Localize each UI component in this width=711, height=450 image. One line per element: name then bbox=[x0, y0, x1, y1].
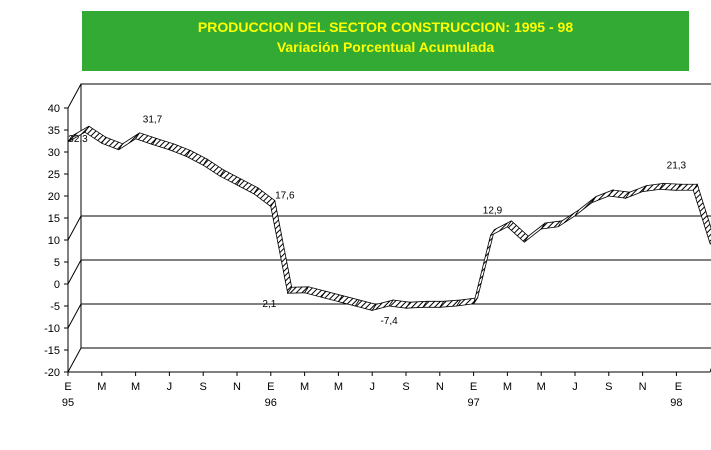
data-label: -7,4 bbox=[380, 316, 398, 327]
line-segment bbox=[118, 132, 140, 151]
x-year-label: 97 bbox=[467, 397, 479, 409]
y-tick-label: 10 bbox=[48, 235, 60, 247]
x-month-label: S bbox=[200, 381, 207, 393]
x-month-label: M bbox=[131, 381, 140, 393]
y-tick-label: 25 bbox=[48, 169, 60, 181]
y-tick-label: 40 bbox=[48, 103, 60, 115]
x-month-label: M bbox=[503, 381, 512, 393]
left-wall-top-edge bbox=[67, 83, 82, 109]
gridline-side bbox=[67, 259, 82, 285]
y-tick-label: 35 bbox=[48, 125, 60, 137]
x-month-label: J bbox=[369, 381, 375, 393]
data-series-ribbon bbox=[67, 125, 711, 312]
x-month-label: S bbox=[402, 381, 409, 393]
line-segment bbox=[270, 199, 293, 295]
y-tick-label: 0 bbox=[54, 279, 60, 291]
y-tick-label: 5 bbox=[54, 257, 60, 269]
y-tick-label: -5 bbox=[50, 301, 60, 313]
x-axis: E M M J S N E M M J S N E M M J S N E 95 96 97 98 bbox=[62, 372, 683, 409]
x-month-label: M bbox=[300, 381, 309, 393]
data-label: -2,1 bbox=[259, 299, 277, 310]
data-label: 21,3 bbox=[667, 160, 687, 171]
x-month-label: S bbox=[605, 381, 612, 393]
y-tick-label: -15 bbox=[44, 345, 60, 357]
x-month-label: J bbox=[167, 381, 173, 393]
x-month-label: E bbox=[64, 381, 71, 393]
data-label: 17,6 bbox=[275, 191, 295, 202]
line-segment bbox=[236, 178, 259, 195]
y-tick-label: -20 bbox=[44, 367, 60, 379]
x-month-label: J bbox=[572, 381, 578, 393]
x-month-label: N bbox=[436, 381, 444, 393]
line-segment bbox=[574, 196, 597, 217]
y-axis: 40 35 30 25 20 15 10 5 0 -5 -10 -15 -20 bbox=[44, 103, 68, 379]
line-segment bbox=[202, 158, 225, 177]
chart-title-banner: PRODUCCION DEL SECTOR CONSTRUCCION: 1995… bbox=[82, 11, 689, 71]
x-month-label: E bbox=[470, 381, 477, 393]
x-year-label: 96 bbox=[265, 397, 277, 409]
left-wall-bottom-edge bbox=[67, 347, 82, 373]
line-segment bbox=[84, 125, 107, 144]
line-segment bbox=[523, 222, 546, 243]
line-segment bbox=[557, 209, 580, 228]
line-segment bbox=[490, 220, 512, 236]
x-year-label: 98 bbox=[670, 397, 682, 409]
line-segment bbox=[185, 149, 208, 166]
y-tick-label: 15 bbox=[48, 213, 60, 225]
x-month-label: E bbox=[267, 381, 274, 393]
line-segment bbox=[473, 229, 495, 305]
x-month-label: M bbox=[537, 381, 546, 393]
chart-title: PRODUCCION DEL SECTOR CONSTRUCCION: 1995… bbox=[197, 19, 574, 35]
x-month-label: N bbox=[639, 381, 647, 393]
chart-subtitle: Variación Porcentual Acumulada bbox=[276, 39, 495, 55]
data-label: 31,7 bbox=[143, 115, 163, 126]
gridline-side bbox=[67, 303, 82, 329]
data-labels: 32,331,717,6-2,1-7,412,921,39,1 bbox=[68, 115, 687, 327]
y-tick-label: 20 bbox=[48, 191, 60, 203]
line-segment bbox=[692, 183, 711, 245]
y-tick-label: 30 bbox=[48, 147, 60, 159]
data-label: 32,3 bbox=[68, 134, 88, 145]
x-year-label: 95 bbox=[62, 397, 74, 409]
line-segment bbox=[219, 169, 242, 186]
data-label: 12,9 bbox=[483, 206, 503, 217]
x-month-label: E bbox=[675, 381, 682, 393]
line-segment bbox=[506, 220, 529, 243]
x-month-label: M bbox=[334, 381, 343, 393]
gridline-side bbox=[67, 215, 82, 241]
x-month-label: M bbox=[97, 381, 106, 393]
y-tick-label: -10 bbox=[44, 323, 60, 335]
x-month-label: N bbox=[233, 381, 241, 393]
line-segment bbox=[253, 187, 276, 208]
chart-frame bbox=[67, 83, 711, 373]
